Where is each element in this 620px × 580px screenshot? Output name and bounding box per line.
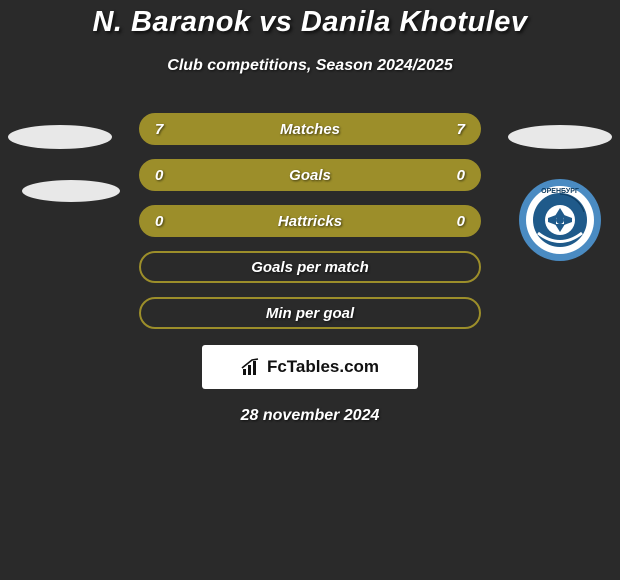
stat-value-left: 0 bbox=[155, 213, 175, 230]
stat-row: 0 Goals 0 bbox=[139, 159, 481, 191]
stat-label: Hattricks bbox=[278, 213, 342, 230]
source-logo[interactable]: FcTables.com bbox=[202, 345, 418, 389]
page-title: N. Baranok vs Danila Khotulev bbox=[92, 6, 527, 39]
stat-value-right: 0 bbox=[445, 213, 465, 230]
stat-row: Min per goal bbox=[139, 297, 481, 329]
club-badge: ОРЕНБУРГ bbox=[518, 178, 602, 262]
stat-value-right: 0 bbox=[445, 167, 465, 184]
stat-label: Goals per match bbox=[251, 259, 369, 276]
player-right-avatar-shadow bbox=[508, 125, 612, 149]
stat-value-left: 7 bbox=[155, 121, 175, 138]
stat-label: Matches bbox=[280, 121, 340, 138]
stat-label: Goals bbox=[289, 167, 331, 184]
player-left-avatar-shadow-2 bbox=[22, 180, 120, 202]
stat-row: Goals per match bbox=[139, 251, 481, 283]
stat-value-left: 0 bbox=[155, 167, 175, 184]
subtitle: Club competitions, Season 2024/2025 bbox=[167, 57, 452, 75]
chart-icon bbox=[241, 358, 263, 376]
svg-text:ОРЕНБУРГ: ОРЕНБУРГ bbox=[541, 188, 579, 195]
stats-list: 7 Matches 7 0 Goals 0 0 Hattricks 0 Goals per mat… bbox=[139, 113, 481, 329]
stat-label: Min per goal bbox=[266, 305, 354, 322]
player-left-avatar-shadow-1 bbox=[8, 125, 112, 149]
stat-row: 0 Hattricks 0 bbox=[139, 205, 481, 237]
stat-value-right: 7 bbox=[445, 121, 465, 138]
source-logo-text: FcTables.com bbox=[267, 357, 379, 377]
stat-row: 7 Matches 7 bbox=[139, 113, 481, 145]
date-label: 28 november 2024 bbox=[241, 407, 380, 425]
